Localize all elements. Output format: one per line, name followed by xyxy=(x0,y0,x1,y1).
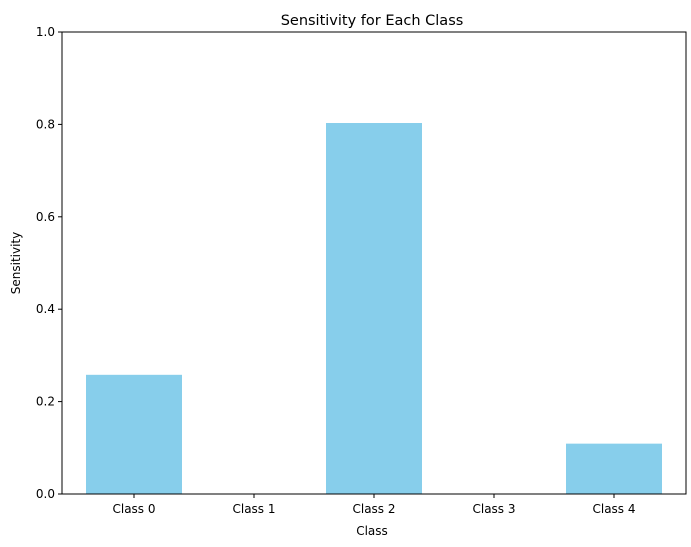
bar-class-4 xyxy=(566,443,662,494)
y-tick-label: 0.6 xyxy=(36,210,55,224)
x-ticks-group: Class 0 Class 1 Class 2 Class 3 Class 4 xyxy=(112,494,636,516)
x-tick-label: Class 3 xyxy=(472,502,515,516)
y-tick-label: 0.0 xyxy=(36,487,55,501)
x-tick-label: Class 0 xyxy=(112,502,155,516)
bar-class-2 xyxy=(326,123,422,494)
chart-title: Sensitivity for Each Class xyxy=(281,13,464,29)
y-axis-label: Sensitivity xyxy=(9,232,23,294)
bar-class-0 xyxy=(86,374,182,494)
x-tick-label: Class 2 xyxy=(352,502,395,516)
y-tick-label: 1.0 xyxy=(36,25,55,39)
x-axis-label: Class xyxy=(356,524,388,538)
x-tick-label: Class 4 xyxy=(592,502,635,516)
x-tick-label: Class 1 xyxy=(232,502,275,516)
y-tick-label: 0.4 xyxy=(36,302,55,316)
y-tick-label: 0.8 xyxy=(36,117,55,131)
bars-group xyxy=(86,123,662,494)
plot-frame xyxy=(61,31,687,495)
y-tick-label: 0.2 xyxy=(36,395,55,409)
y-ticks-group: 0.0 0.2 0.4 0.6 0.8 1.0 xyxy=(36,25,62,501)
